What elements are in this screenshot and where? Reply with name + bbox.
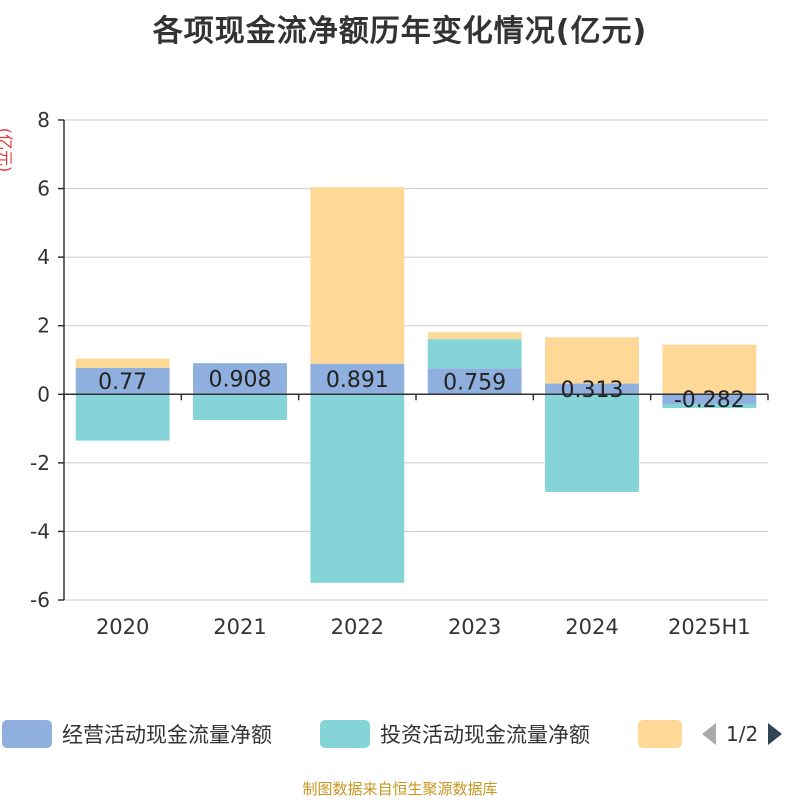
y-tick-label: -4 — [30, 519, 50, 543]
legend-swatch-financing — [638, 720, 682, 748]
bar-series-0-2021[interactable] — [193, 363, 287, 395]
y-tick-label: 8 — [37, 108, 50, 132]
bar-series-0-2020[interactable] — [75, 367, 170, 395]
next-page-icon[interactable] — [766, 721, 784, 747]
x-tick-label: 2022 — [331, 615, 384, 639]
source-footer: 制图数据来自恒生聚源数据库 — [302, 780, 498, 798]
legend-item-investing[interactable]: 投资活动现金流量净额 — [320, 716, 590, 752]
y-tick-label: 2 — [37, 314, 50, 338]
legend-item-operating[interactable]: 经营活动现金流量净额 — [2, 716, 272, 752]
x-tick-label: 2024 — [565, 615, 618, 639]
axis-layer: -6 -4 -2 0 2 4 6 8 2020 2021 2022 2023 2024 2025H1 — [30, 108, 769, 639]
bar-series-0-2025H1[interactable] — [662, 394, 757, 404]
bar-series-1-2021[interactable] — [193, 394, 287, 420]
data-label: 0.891 — [326, 368, 389, 393]
data-label: 0.313 — [561, 378, 624, 403]
y-tick-label: -2 — [30, 451, 50, 475]
chart-plot: -6 -4 -2 0 2 4 6 8 2020 2021 2022 2023 2024 2025H1 0.… — [30, 108, 769, 639]
bar-series-2-2025H1[interactable] — [662, 344, 757, 395]
y-tick-label: 4 — [37, 245, 50, 269]
data-label: 0.77 — [98, 370, 147, 395]
bar-series-0-2023[interactable] — [427, 368, 522, 395]
bar-series-2-2024[interactable] — [545, 337, 639, 384]
legend: 经营活动现金流量净额 投资活动现金流量净额 1/2 — [0, 716, 800, 756]
legend-label-investing: 投资活动现金流量净额 — [380, 723, 590, 747]
y-tick-label: 0 — [37, 382, 50, 406]
bar-series-1-2023[interactable] — [427, 339, 522, 369]
bar-series-1-2020[interactable] — [75, 394, 170, 441]
bar-series-1-2022[interactable] — [310, 394, 405, 583]
legend-label-operating: 经营活动现金流量净额 — [62, 723, 272, 747]
bar-series-1-2025H1[interactable] — [662, 403, 757, 409]
x-tick-label: 2023 — [448, 615, 501, 639]
bar-series-2-2020[interactable] — [75, 358, 170, 368]
data-label: 0.908 — [209, 368, 272, 393]
chart-title: 各项现金流净额历年变化情况(亿元) — [152, 14, 648, 49]
y-tick-label: 6 — [37, 177, 50, 201]
legend-pager: 1/2 — [700, 716, 784, 752]
bar-series-0-2022[interactable] — [310, 363, 405, 395]
x-tick-label: 2021 — [213, 615, 266, 639]
legend-swatch-operating — [2, 720, 52, 748]
x-tick-label: 2025H1 — [668, 615, 751, 639]
data-label: -0.282 — [674, 388, 745, 413]
labels-layer: 0.77 0.908 0.891 0.759 0.313 -0.282 — [98, 368, 745, 413]
bar-series-2-2022[interactable] — [310, 187, 405, 364]
x-tick-label: 2020 — [96, 615, 149, 639]
bar-series-0-2024[interactable] — [545, 383, 639, 395]
bar-series-1-2024[interactable] — [545, 394, 639, 492]
legend-item-financing[interactable] — [638, 716, 682, 752]
legend-swatch-investing — [320, 720, 370, 748]
prev-page-icon[interactable] — [700, 721, 718, 747]
bar-series-2-2023[interactable] — [427, 332, 522, 340]
bars-layer — [75, 187, 757, 583]
y-tick-label: -6 — [30, 588, 50, 612]
legend-page-indicator: 1/2 — [726, 722, 759, 746]
data-label: 0.759 — [443, 370, 506, 395]
